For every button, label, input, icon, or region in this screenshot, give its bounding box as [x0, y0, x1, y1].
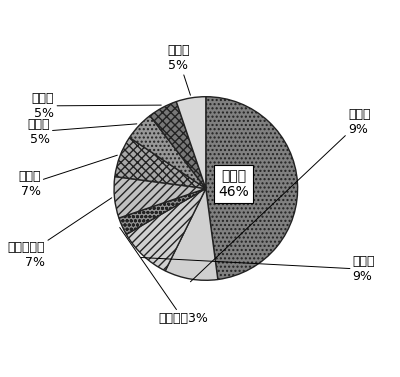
Wedge shape	[115, 138, 206, 188]
Text: 那智勝浦町
7%: 那智勝浦町 7%	[8, 198, 112, 268]
Text: その他
9%: その他 9%	[190, 109, 371, 282]
Wedge shape	[150, 101, 206, 188]
Text: 新宮市
46%: 新宮市 46%	[218, 169, 249, 199]
Wedge shape	[114, 176, 206, 218]
Text: 三重県
9%: 三重県 9%	[141, 255, 375, 283]
Wedge shape	[206, 97, 298, 279]
Wedge shape	[165, 188, 218, 280]
Text: 太地町
5%: 太地町 5%	[27, 118, 137, 146]
Wedge shape	[119, 188, 206, 234]
Wedge shape	[130, 116, 206, 188]
Wedge shape	[126, 188, 206, 271]
Text: 串本町　3%: 串本町 3%	[120, 228, 208, 325]
Text: 東京都
5%: 東京都 5%	[32, 92, 161, 120]
Text: 大阪府
7%: 大阪府 7%	[18, 155, 117, 198]
Text: 愛知県
5%: 愛知県 5%	[167, 44, 190, 95]
Wedge shape	[176, 97, 206, 188]
